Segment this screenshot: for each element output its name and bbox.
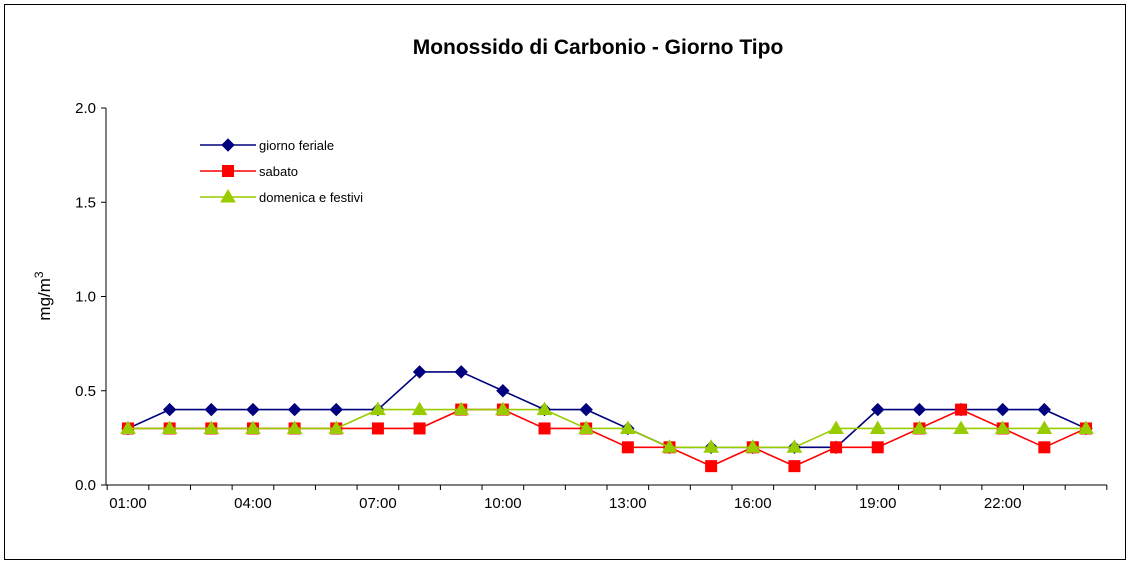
x-tick-label: 13:00 <box>609 495 647 512</box>
x-tick-label: 19:00 <box>859 495 897 512</box>
data-point <box>1037 402 1052 417</box>
data-point <box>871 441 884 454</box>
data-point <box>120 420 136 434</box>
y-tick-label: 0.5 <box>75 383 96 400</box>
data-point <box>162 402 177 417</box>
x-tick-label: 16:00 <box>734 495 772 512</box>
legend-label: giorno feriale <box>259 138 334 153</box>
legend-entry: sabato <box>200 164 298 179</box>
data-point <box>536 401 553 416</box>
data-point <box>411 401 428 416</box>
y-tick-label: 1.0 <box>75 289 96 306</box>
data-point <box>830 441 843 454</box>
data-point <box>371 422 384 435</box>
series-1 <box>121 365 1093 455</box>
series-layer <box>120 365 1094 473</box>
x-tick-label: 07:00 <box>359 495 397 512</box>
legend-label: domenica e festivi <box>259 190 363 205</box>
series-line <box>128 408 1087 468</box>
data-point <box>869 420 886 434</box>
data-point <box>494 401 511 416</box>
series-2 <box>122 403 1092 473</box>
data-point <box>454 365 468 379</box>
data-point <box>703 439 720 453</box>
data-point <box>203 420 220 434</box>
data-point <box>953 420 969 434</box>
data-point <box>413 422 426 435</box>
data-point <box>287 402 302 417</box>
legend-label: sabato <box>259 164 298 179</box>
y-tick-label: 1.5 <box>75 194 96 211</box>
data-point <box>994 420 1011 434</box>
data-point <box>245 420 261 434</box>
legend: giorno feriale sabato domenica e festivi <box>200 138 363 205</box>
data-point <box>578 420 595 434</box>
x-tick-label: 01:00 <box>109 495 147 512</box>
chart-title: Monossido di Carbonio - Giorno Tipo <box>413 36 784 59</box>
series-3 <box>120 401 1094 453</box>
series-line <box>128 408 1086 449</box>
data-point <box>1038 441 1051 454</box>
data-point <box>828 420 844 434</box>
legend-marker <box>221 138 235 152</box>
legend-entry: giorno feriale <box>200 138 334 153</box>
data-point <box>412 365 427 379</box>
legend-marker <box>220 189 236 203</box>
data-point <box>661 439 678 453</box>
data-point <box>161 420 178 434</box>
data-point <box>204 402 219 417</box>
data-point <box>496 384 510 398</box>
x-tick-label: 22:00 <box>984 495 1022 512</box>
data-point <box>621 441 634 454</box>
legend-marker <box>222 165 234 177</box>
x-tick-label: 10:00 <box>484 495 522 512</box>
data-point <box>538 422 551 435</box>
legend-entry: domenica e festivi <box>200 189 363 205</box>
data-point <box>955 403 968 416</box>
data-point <box>579 402 593 417</box>
y-tick-label: 0.0 <box>75 477 96 494</box>
data-point <box>619 420 636 434</box>
data-point <box>786 439 803 453</box>
data-point <box>329 402 343 417</box>
y-tick-label: 2.0 <box>75 100 96 117</box>
axes: 0.0 0.5 1.0 1.5 2.0 01:00 04:00 07:00 10:00 13:00… <box>75 100 1108 512</box>
data-point <box>1036 420 1053 434</box>
data-point <box>453 401 470 416</box>
data-point <box>705 460 718 473</box>
data-point <box>995 402 1010 417</box>
y-axis-label-superscript: 3 <box>32 271 46 278</box>
series-line <box>127 371 1087 449</box>
data-point <box>788 460 801 473</box>
y-axis-label: mg/m3 <box>32 271 54 321</box>
y-axis-label-text: mg/m <box>35 278 54 321</box>
data-point <box>286 420 303 434</box>
data-point <box>328 420 345 434</box>
chart-frame <box>4 4 1126 560</box>
data-point <box>871 402 885 417</box>
data-point <box>246 402 260 417</box>
data-point <box>744 439 761 453</box>
data-point <box>1078 420 1094 434</box>
data-point <box>911 420 928 434</box>
data-point <box>370 401 386 416</box>
x-tick-label: 04:00 <box>234 495 272 512</box>
data-point <box>912 402 927 417</box>
